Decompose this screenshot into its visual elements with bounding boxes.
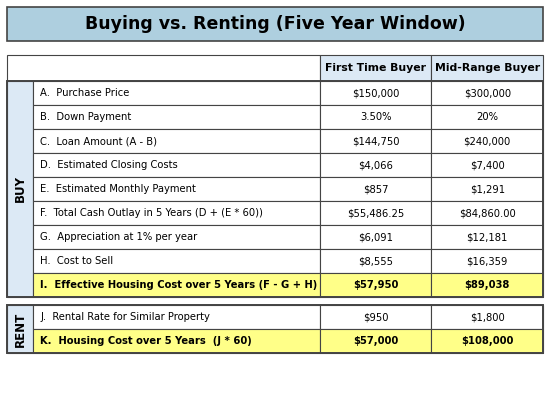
Bar [320, 249, 431, 273]
Bar [33, 201, 320, 225]
Text: $240,000: $240,000 [464, 136, 511, 146]
Bar [431, 201, 543, 225]
Text: J.  Rental Rate for Similar Property: J. Rental Rate for Similar Property [40, 312, 210, 322]
Bar [320, 273, 431, 297]
Text: C.  Loan Amount (A - B): C. Loan Amount (A - B) [40, 136, 157, 146]
Bar [431, 55, 543, 81]
Bar [320, 105, 431, 129]
Text: $12,181: $12,181 [466, 232, 508, 242]
Bar [431, 105, 543, 129]
Text: H.  Cost to Sell: H. Cost to Sell [40, 256, 113, 266]
Bar [431, 153, 543, 177]
Text: $144,750: $144,750 [352, 136, 399, 146]
Bar [431, 225, 543, 249]
Bar [431, 305, 543, 329]
Text: $857: $857 [363, 184, 388, 194]
Bar [33, 177, 320, 201]
Text: $16,359: $16,359 [466, 256, 508, 266]
Bar [33, 153, 320, 177]
Text: $7,400: $7,400 [470, 160, 504, 170]
Text: E.  Estimated Monthly Payment: E. Estimated Monthly Payment [40, 184, 196, 194]
Text: $89,038: $89,038 [465, 280, 510, 290]
Bar [7, 55, 320, 81]
Bar [320, 305, 431, 329]
Text: G.  Appreciation at 1% per year: G. Appreciation at 1% per year [40, 232, 197, 242]
Text: I.  Effective Housing Cost over 5 Years (F - G + H): I. Effective Housing Cost over 5 Years (… [40, 280, 317, 290]
Bar [320, 329, 431, 353]
Bar [7, 7, 543, 41]
Text: $300,000: $300,000 [464, 88, 511, 98]
Text: $8,555: $8,555 [358, 256, 393, 266]
Text: K.  Housing Cost over 5 Years  (J * 60): K. Housing Cost over 5 Years (J * 60) [40, 336, 252, 346]
Bar [431, 249, 543, 273]
Bar [7, 305, 543, 353]
Text: 20%: 20% [476, 112, 498, 122]
Text: D.  Estimated Closing Costs: D. Estimated Closing Costs [40, 160, 178, 170]
Bar [320, 201, 431, 225]
Bar [320, 153, 431, 177]
Bar [7, 81, 543, 297]
Text: $57,950: $57,950 [353, 280, 398, 290]
Bar [320, 225, 431, 249]
Text: Mid-Range Buyer: Mid-Range Buyer [434, 63, 540, 73]
Bar [7, 305, 33, 353]
Text: $84,860.00: $84,860.00 [459, 208, 515, 218]
Text: RENT: RENT [14, 311, 26, 346]
Bar [33, 105, 320, 129]
Bar [33, 225, 320, 249]
Text: BUY: BUY [14, 175, 26, 202]
Bar [7, 81, 33, 297]
Bar [431, 329, 543, 353]
Bar [320, 55, 431, 81]
Bar [33, 81, 320, 105]
Text: $150,000: $150,000 [352, 88, 399, 98]
Text: $6,091: $6,091 [358, 232, 393, 242]
Bar [320, 129, 431, 153]
Bar [33, 273, 320, 297]
Text: Buying vs. Renting (Five Year Window): Buying vs. Renting (Five Year Window) [85, 15, 465, 33]
Text: $4,066: $4,066 [358, 160, 393, 170]
Text: F.  Total Cash Outlay in 5 Years (D + (E * 60)): F. Total Cash Outlay in 5 Years (D + (E … [40, 208, 263, 218]
Bar [33, 305, 320, 329]
Text: $57,000: $57,000 [353, 336, 398, 346]
Text: First Time Buyer: First Time Buyer [325, 63, 426, 73]
Bar [431, 81, 543, 105]
Text: A.  Purchase Price: A. Purchase Price [40, 88, 129, 98]
Bar [33, 329, 320, 353]
Bar [431, 273, 543, 297]
Bar [320, 81, 431, 105]
Bar [431, 177, 543, 201]
Text: B.  Down Payment: B. Down Payment [40, 112, 131, 122]
Text: 3.50%: 3.50% [360, 112, 391, 122]
Bar [33, 249, 320, 273]
Text: $108,000: $108,000 [461, 336, 513, 346]
Text: $950: $950 [363, 312, 388, 322]
Text: $55,486.25: $55,486.25 [347, 208, 404, 218]
Bar [33, 129, 320, 153]
Text: $1,800: $1,800 [470, 312, 504, 322]
Bar [320, 177, 431, 201]
Bar [431, 129, 543, 153]
Text: $1,291: $1,291 [470, 184, 505, 194]
